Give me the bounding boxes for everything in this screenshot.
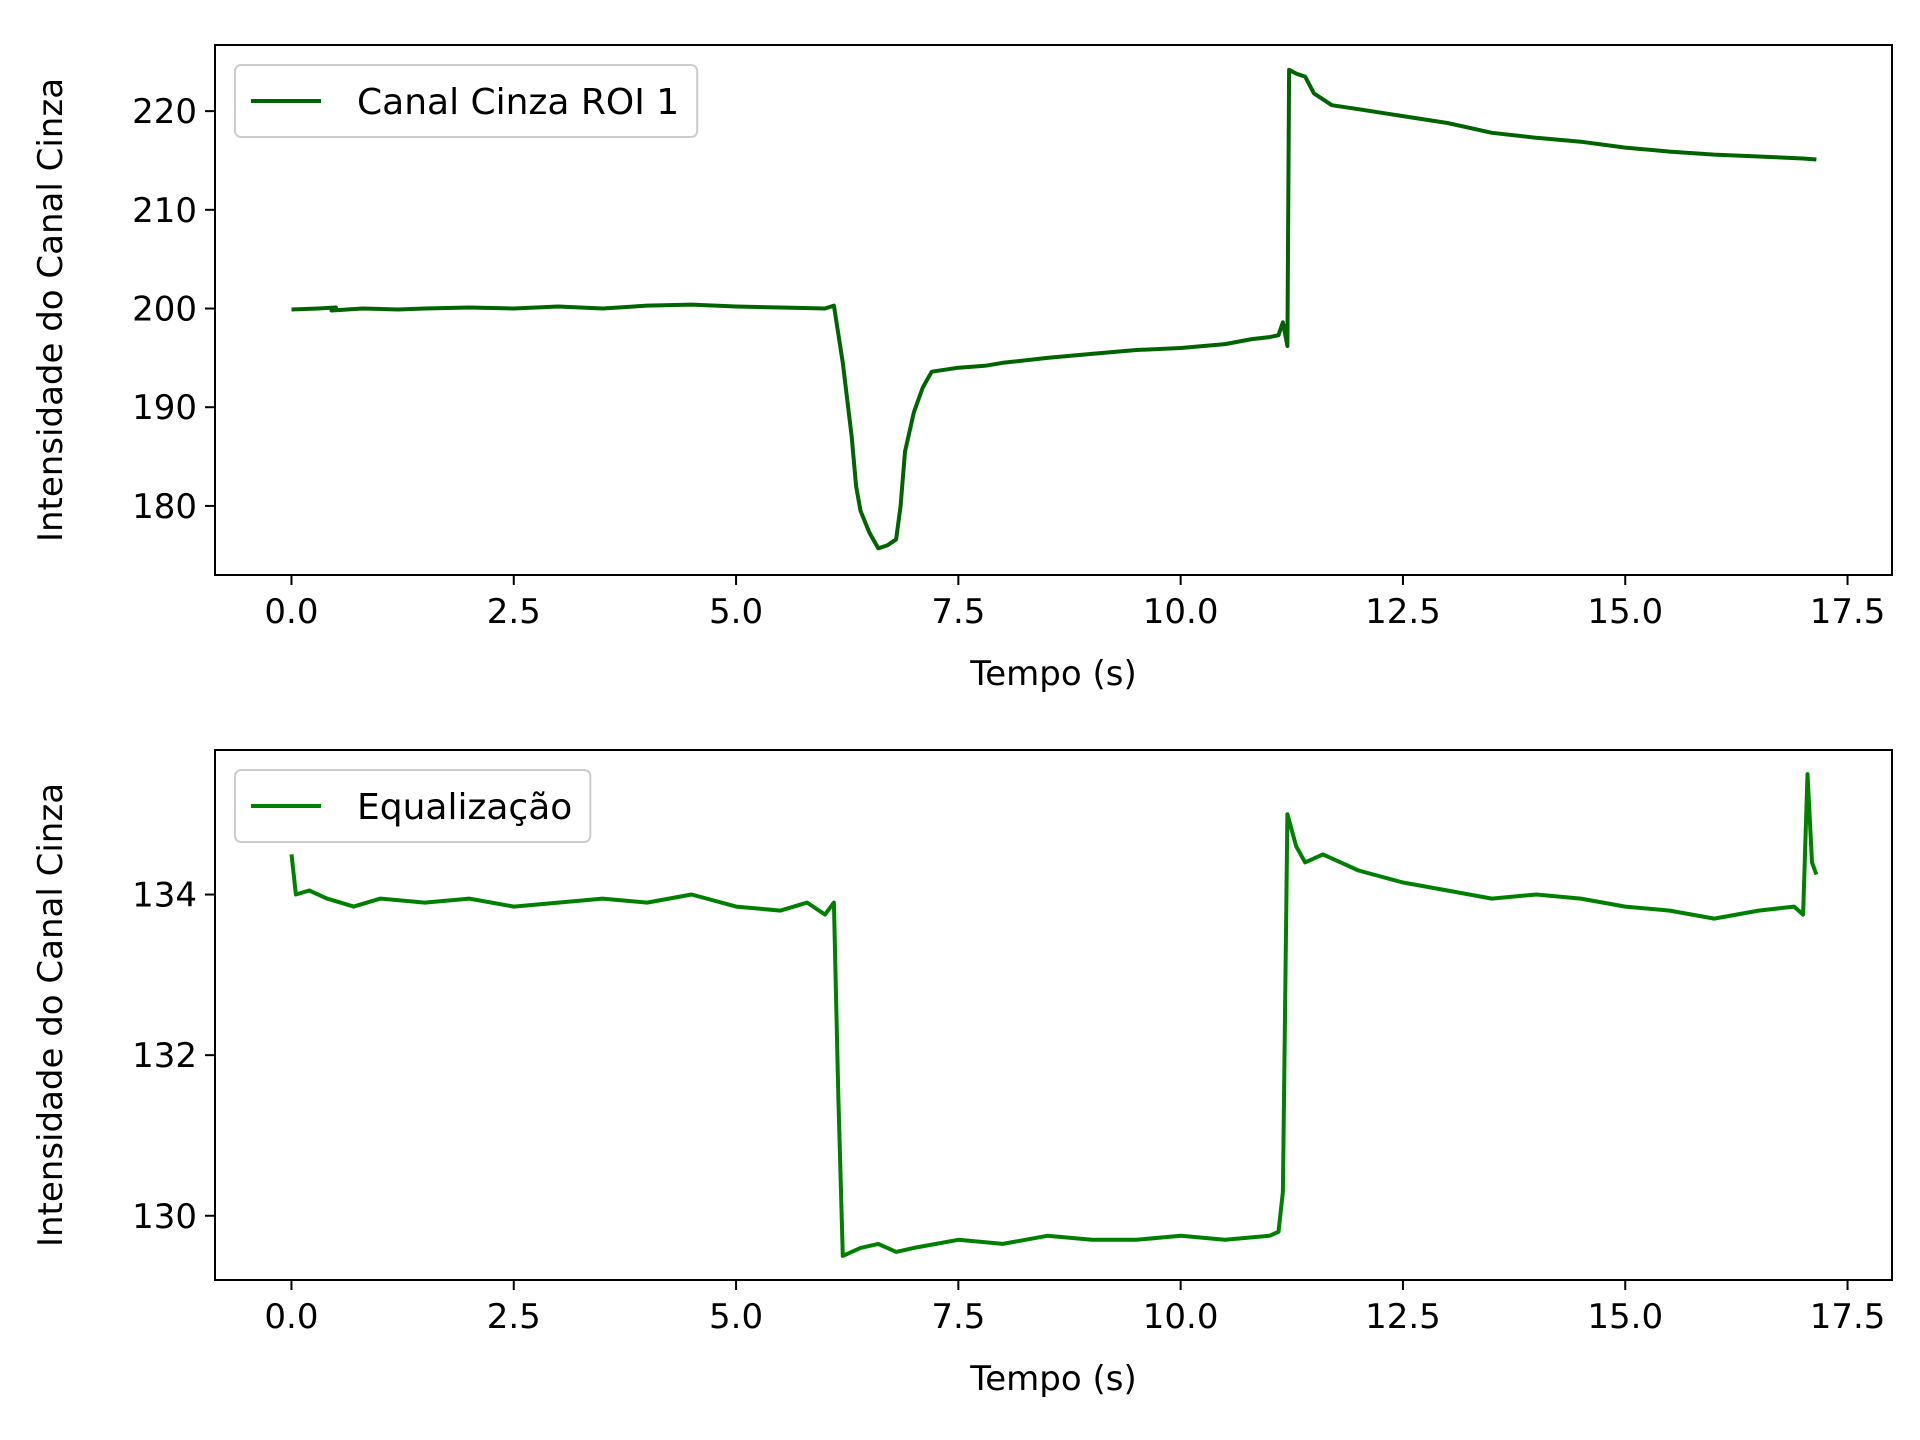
chart-bottom-y-tick-label: 134 — [132, 876, 197, 916]
chart-top-series-line — [291, 67, 1817, 551]
chart-top-y-tick-label: 200 — [132, 290, 197, 330]
chart-top-x-tick-label: 7.5 — [931, 592, 985, 632]
chart-bottom-x-tick-label: 10.0 — [1143, 1297, 1219, 1337]
chart-bottom-series — [289, 772, 1819, 1258]
chart-top-x-tick-label: 17.5 — [1810, 592, 1886, 632]
chart-top-y-axis-label: Intensidade do Canal Cinza — [31, 78, 71, 542]
chart-top-x-tick-label: 5.0 — [709, 592, 763, 632]
chart-top-x-tick-label: 2.5 — [487, 592, 541, 632]
chart-bottom-axes-frame — [214, 749, 1893, 1281]
chart-bottom-legend-box — [234, 769, 592, 843]
chart-top-legend-box — [234, 64, 699, 138]
chart-bottom-legend: Equalização — [234, 769, 592, 843]
chart-top-x-tick-label: 15.0 — [1587, 592, 1663, 632]
chart-bottom-x-tick-label: 12.5 — [1365, 1297, 1441, 1337]
chart-top-ticks: 0.0 2.5 5.0 7.5 10.0 12.5 15.0 17.5 180 190 200 210… — [132, 92, 1885, 632]
chart-top-x-tick-label: 0.0 — [264, 592, 318, 632]
chart-top-y-tick-label: 220 — [132, 92, 197, 132]
chart-top-x-tick-label: 12.5 — [1365, 592, 1441, 632]
chart-bottom-y-axis-label: Intensidade do Canal Cinza — [31, 783, 71, 1247]
chart-bottom-legend-label: Equalização — [357, 787, 572, 828]
chart-bottom-x-tick-label: 2.5 — [487, 1297, 541, 1337]
chart-bottom-x-tick-label: 7.5 — [931, 1297, 985, 1337]
chart-bottom-y-tick-label: 130 — [132, 1197, 197, 1237]
chart-top-legend-label: Canal Cinza ROI 1 — [357, 82, 679, 123]
chart-top-x-axis-label: Tempo (s) — [969, 654, 1136, 694]
chart-bottom-x-tick-label: 0.0 — [264, 1297, 318, 1337]
chart-bottom-x-axis-label: Tempo (s) — [969, 1359, 1136, 1399]
chart-top-axes-frame — [214, 44, 1893, 576]
chart-top-legend: Canal Cinza ROI 1 — [234, 64, 699, 138]
chart-top: 0.0 2.5 5.0 7.5 10.0 12.5 15.0 17.5 180 190 200 210… — [31, 44, 1893, 694]
chart-bottom-x-tick-label: 15.0 — [1587, 1297, 1663, 1337]
chart-top-x-tick-label: 10.0 — [1143, 592, 1219, 632]
chart-bottom-series-line — [289, 772, 1819, 1258]
chart-top-y-tick-label: 210 — [132, 191, 197, 231]
chart-bottom-y-tick-label: 132 — [132, 1036, 197, 1076]
chart-top-y-tick-label: 190 — [132, 388, 197, 428]
chart-top-series — [291, 67, 1817, 551]
chart-bottom-ticks: 0.0 2.5 5.0 7.5 10.0 12.5 15.0 17.5 130 132 134 — [132, 876, 1885, 1337]
chart-bottom-x-tick-label: 17.5 — [1810, 1297, 1886, 1337]
chart-top-y-tick-label: 180 — [132, 487, 197, 527]
chart-bottom: 0.0 2.5 5.0 7.5 10.0 12.5 15.0 17.5 130 132 134 Te… — [31, 749, 1893, 1399]
chart-bottom-x-tick-label: 5.0 — [709, 1297, 763, 1337]
